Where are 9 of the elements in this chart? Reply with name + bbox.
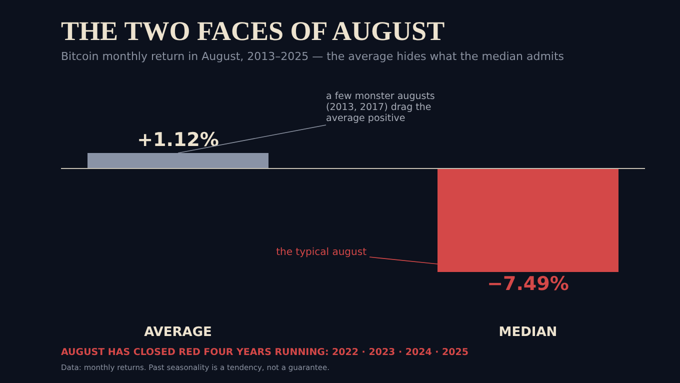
data-label: +1.12% [137,129,219,151]
x-tick-label: AVERAGE [144,325,212,340]
text: AUGUST HAS CLOSED RED FOUR YEARS RUNNING: 2022 · 2023 · 2024 · 2025 [61,347,468,358]
x-tick-label: MEDIAN [498,325,558,340]
chart-title: THE TWO FACES OF AUGUST [61,16,445,46]
annotation: a few monster augusts (2013, 2017) drag the average positive [326,91,435,124]
data-label: −7.49% [487,273,569,295]
annotation: the typical august [276,247,367,258]
chart-subtitle: Bitcoin monthly return in August, 2013–2025 — the average hides what the median admits [61,50,564,63]
